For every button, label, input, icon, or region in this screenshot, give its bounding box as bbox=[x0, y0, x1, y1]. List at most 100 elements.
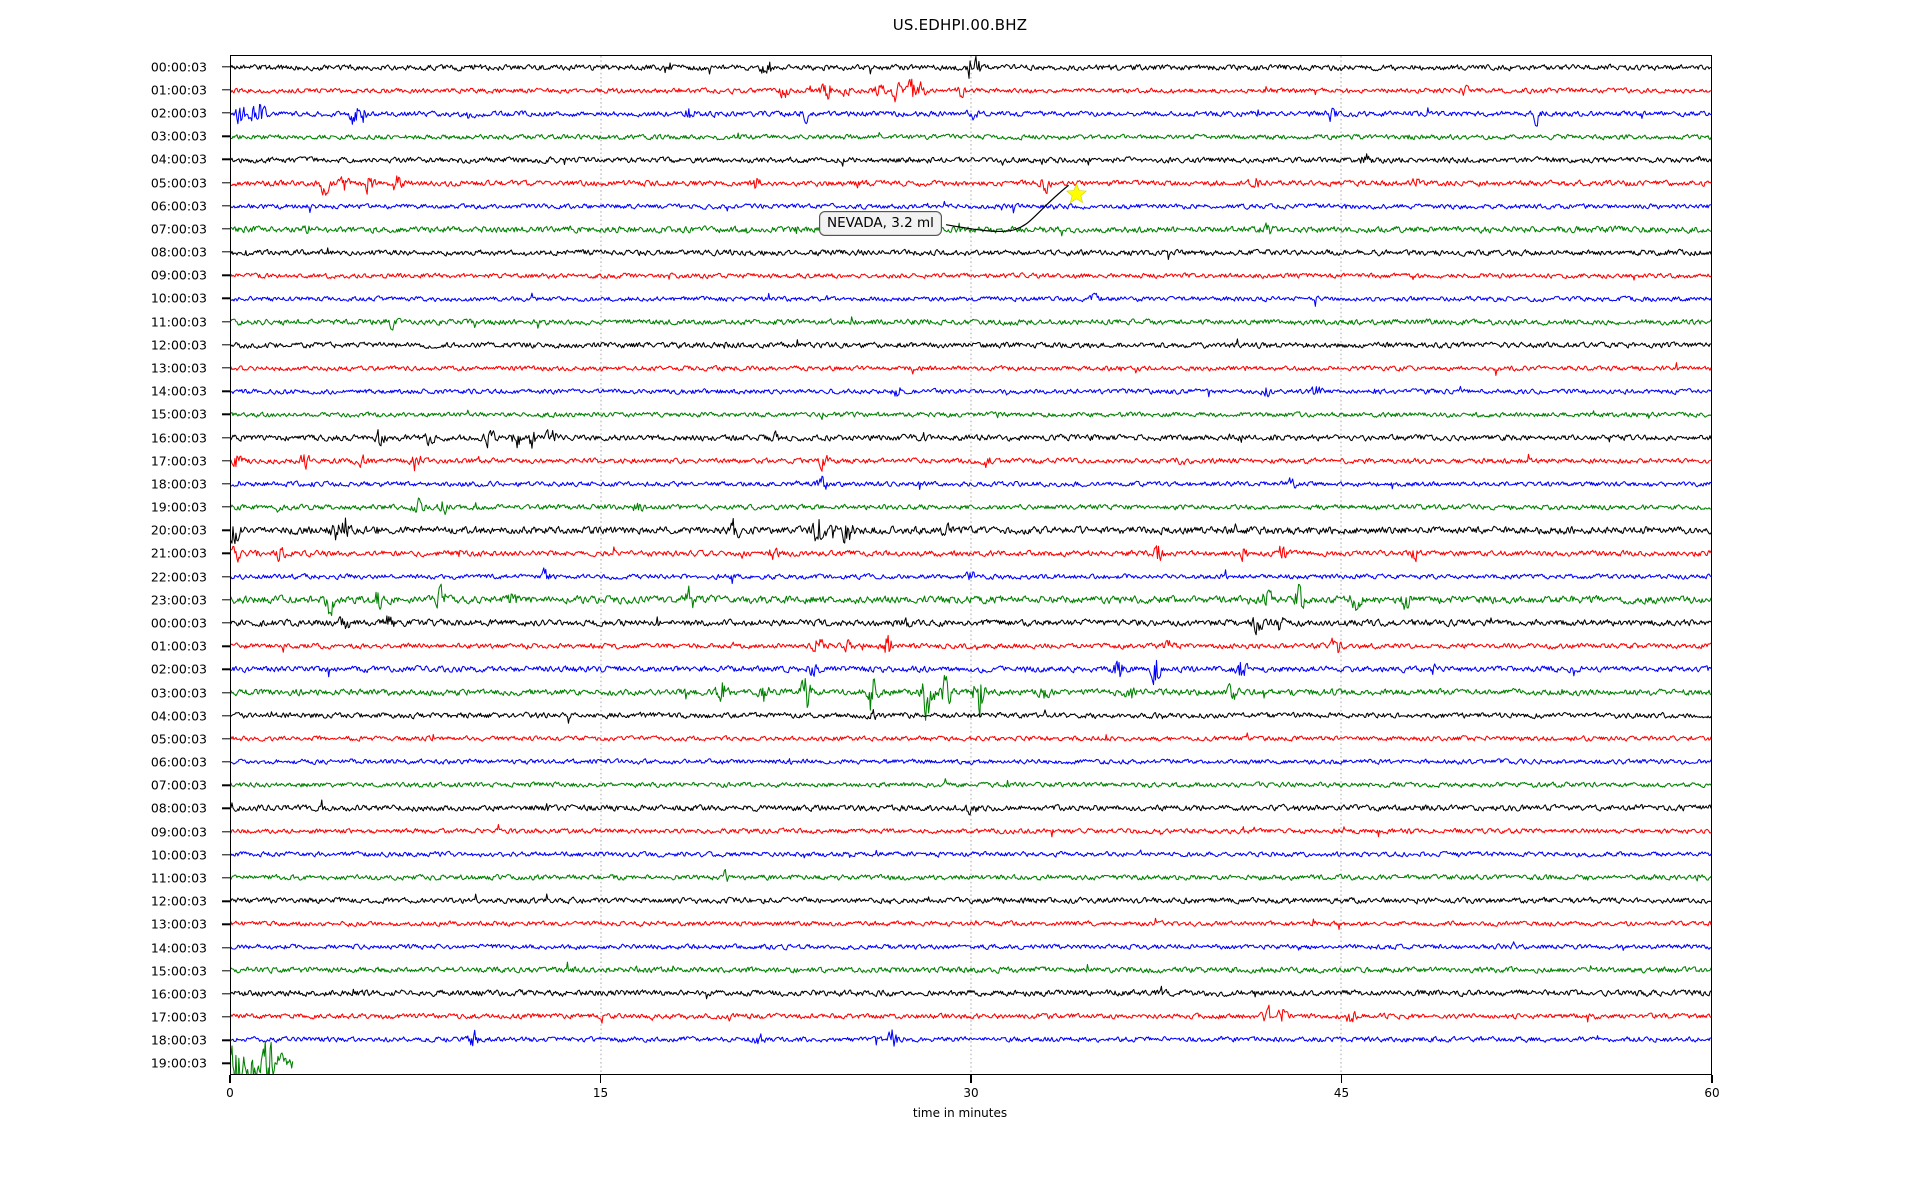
y-axis-hour-label: 08:00:03 bbox=[150, 800, 207, 816]
y-axis-hour-label: 02:00:03 bbox=[150, 105, 207, 121]
y-axis-tick bbox=[222, 344, 231, 346]
y-axis-hour-label: 15:00:03 bbox=[150, 406, 207, 422]
x-axis-tick-label: 15 bbox=[592, 1086, 609, 1100]
y-axis-hour-label: 03:00:03 bbox=[150, 685, 207, 700]
y-axis-tick bbox=[222, 135, 231, 137]
y-axis-tick bbox=[222, 483, 231, 485]
y-axis-hour-label: 08:00:03 bbox=[150, 244, 207, 260]
y-axis-hour-label: 03:00:03 bbox=[150, 128, 207, 144]
x-axis-tick bbox=[1711, 1075, 1713, 1083]
x-axis-tick bbox=[1340, 1075, 1343, 1083]
y-axis-hour-label: 01:00:03 bbox=[150, 638, 207, 654]
y-axis-hour-label: 18:00:03 bbox=[150, 1032, 207, 1048]
y-axis-tick bbox=[222, 599, 231, 601]
y-axis-tick bbox=[222, 89, 231, 91]
y-axis-tick bbox=[222, 204, 231, 207]
y-axis-tick bbox=[222, 436, 231, 439]
y-axis-tick bbox=[222, 297, 231, 300]
y-axis-hour-label: 07:00:03 bbox=[150, 221, 207, 237]
y-axis-tick bbox=[222, 575, 231, 578]
y-axis-tick bbox=[222, 65, 231, 68]
y-axis-hour-label: 10:00:03 bbox=[150, 847, 207, 863]
y-axis-hour-label: 04:00:03 bbox=[150, 708, 207, 724]
y-axis-hour-label: 18:00:03 bbox=[150, 476, 207, 492]
y-axis-hour-label: 06:00:03 bbox=[150, 198, 207, 214]
y-axis-tick bbox=[222, 529, 231, 531]
y-axis-tick bbox=[222, 946, 231, 949]
y-axis-hour-label: 02:00:03 bbox=[150, 661, 207, 677]
y-axis-hour-label: 11:00:03 bbox=[150, 870, 207, 886]
y-axis-hour-label: 12:00:03 bbox=[150, 893, 207, 909]
y-axis-tick bbox=[222, 900, 231, 902]
y-axis-hour-label: 00:00:03 bbox=[150, 59, 207, 75]
y-axis-tick bbox=[222, 993, 231, 995]
y-axis-hour-label: 09:00:03 bbox=[150, 267, 207, 283]
y-axis-hour-label: 22:00:03 bbox=[150, 569, 207, 585]
y-axis-tick bbox=[222, 622, 231, 624]
y-axis-hour-label: 13:00:03 bbox=[150, 360, 207, 376]
y-axis-tick bbox=[222, 807, 231, 810]
x-axis-tick-label: 45 bbox=[1333, 1086, 1350, 1100]
y-axis-tick bbox=[222, 784, 231, 786]
y-axis-tick bbox=[222, 552, 231, 555]
earthquake-annotation-label: NEVADA, 3.2 ml bbox=[819, 211, 942, 236]
y-axis-hour-label: 19:00:03 bbox=[150, 499, 207, 515]
x-axis-tick bbox=[970, 1075, 972, 1083]
y-axis-hour-label: 01:00:03 bbox=[150, 82, 207, 98]
y-axis-hour-label: 23:00:03 bbox=[150, 592, 207, 608]
grid-lines bbox=[600, 56, 1342, 1074]
y-axis-tick bbox=[222, 459, 231, 462]
seismic-traces bbox=[231, 56, 1711, 1074]
y-axis-tick bbox=[222, 413, 231, 416]
annotation-leader-line bbox=[945, 184, 1069, 233]
y-axis-tick bbox=[222, 714, 231, 717]
y-axis-tick bbox=[222, 645, 231, 647]
page-title: US.EDHPI.00.BHZ bbox=[892, 16, 1028, 34]
x-axis-tick bbox=[229, 1075, 231, 1083]
y-axis-hour-label: 06:00:03 bbox=[150, 754, 207, 770]
y-axis-tick bbox=[222, 877, 231, 879]
y-axis-hour-label: 14:00:03 bbox=[150, 383, 207, 399]
y-axis-hour-label: 19:00:03 bbox=[150, 1055, 207, 1071]
y-axis-hour-label: 20:00:03 bbox=[150, 522, 207, 538]
y-axis-tick bbox=[222, 969, 231, 972]
y-axis-tick bbox=[222, 1062, 231, 1065]
y-axis-hour-label: 21:00:03 bbox=[150, 545, 207, 561]
y-axis-tick bbox=[222, 854, 231, 856]
y-axis-hour-label: 17:00:03 bbox=[150, 1009, 207, 1025]
y-axis-tick bbox=[222, 668, 231, 671]
x-axis-tick-label: 0 bbox=[226, 1086, 234, 1100]
y-axis-hour-label: 05:00:03 bbox=[150, 731, 207, 747]
y-axis-hour-label: 14:00:03 bbox=[150, 940, 207, 955]
y-axis-hour-label: 00:00:03 bbox=[150, 615, 207, 631]
x-axis-title: time in minutes bbox=[912, 1106, 1008, 1120]
y-axis-tick bbox=[222, 274, 231, 276]
y-axis-hour-label: 11:00:03 bbox=[150, 314, 207, 330]
x-axis-tick-label: 60 bbox=[1704, 1086, 1720, 1100]
y-axis-tick bbox=[222, 112, 231, 114]
x-axis-tick bbox=[599, 1075, 602, 1083]
y-axis-tick bbox=[222, 691, 231, 694]
y-axis-tick bbox=[222, 181, 231, 184]
y-axis-tick bbox=[222, 251, 231, 253]
y-axis-hour-label: 12:00:03 bbox=[150, 337, 207, 353]
y-axis-tick bbox=[222, 390, 231, 392]
plot-area bbox=[230, 55, 1712, 1075]
y-axis-tick bbox=[222, 1039, 231, 1041]
y-axis-tick bbox=[222, 1016, 231, 1018]
y-axis-hour-label: 16:00:03 bbox=[150, 430, 207, 445]
x-axis-tick-label: 30 bbox=[963, 1086, 979, 1100]
y-axis-hour-label: 15:00:03 bbox=[150, 963, 207, 979]
y-axis-hour-label: 05:00:03 bbox=[150, 175, 207, 190]
y-axis-tick bbox=[222, 738, 231, 740]
y-axis-tick bbox=[222, 158, 231, 161]
y-axis-tick bbox=[222, 923, 231, 926]
y-axis-hour-label: 07:00:03 bbox=[150, 777, 207, 793]
y-axis-hour-label: 17:00:03 bbox=[150, 453, 207, 469]
y-axis-hour-label: 10:00:03 bbox=[150, 290, 207, 306]
earthquake-star-icon bbox=[1066, 183, 1087, 204]
y-axis-tick bbox=[222, 367, 231, 369]
y-axis-hour-label: 04:00:03 bbox=[150, 151, 207, 167]
y-axis-tick bbox=[222, 830, 231, 833]
